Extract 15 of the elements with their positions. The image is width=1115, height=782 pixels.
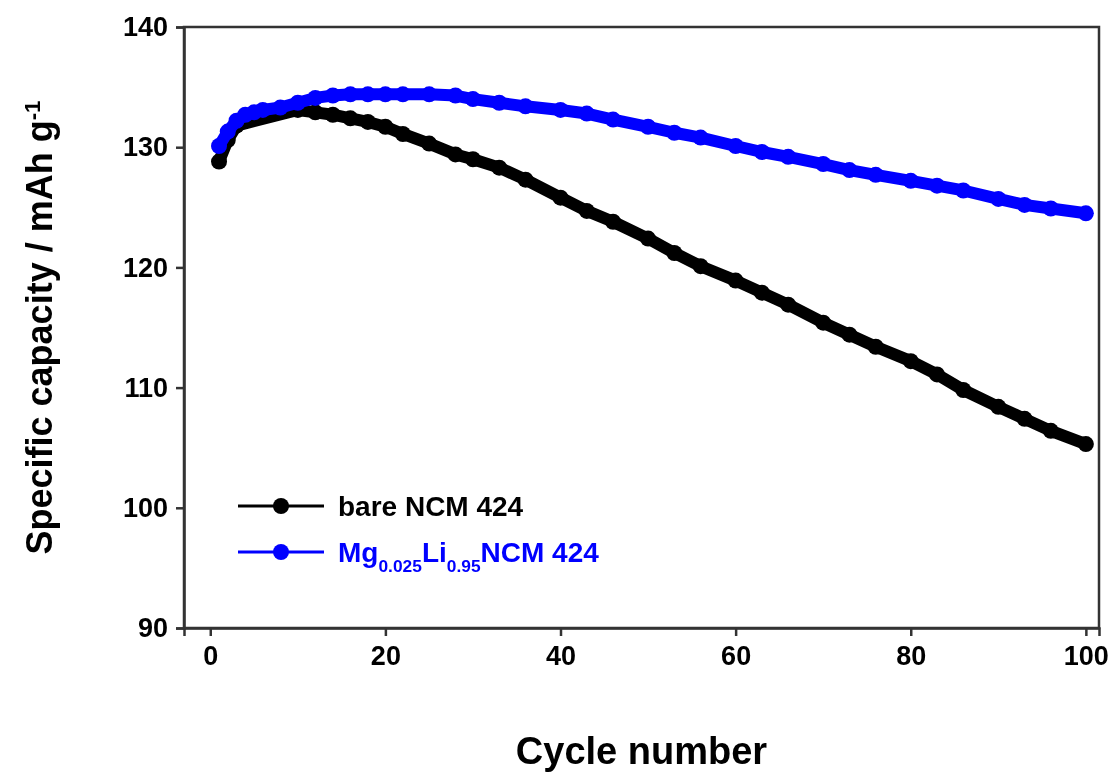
y-tick-label: 90: [137, 613, 168, 644]
x-tick-label: 60: [721, 641, 752, 672]
x-tick-label: 40: [545, 641, 577, 672]
y-tick-label: 140: [122, 12, 168, 43]
x-axis-title: Cycle number: [515, 730, 768, 772]
legend-label: Mg$_{0.025}$Li$_{0.95}$NCM 424: [338, 537, 600, 576]
y-tick-label: 130: [122, 132, 168, 163]
legend-label: bare NCM 424: [338, 491, 524, 522]
y-tick-label: 100: [122, 492, 168, 523]
x-tick-label: 100: [1063, 641, 1109, 672]
x-tick-label: 80: [896, 641, 927, 672]
y-tick-label: 120: [122, 252, 168, 283]
y-tick-label: 110: [124, 372, 168, 403]
x-tick-label: 0: [203, 641, 219, 672]
x-tick-label: 20: [370, 641, 401, 672]
